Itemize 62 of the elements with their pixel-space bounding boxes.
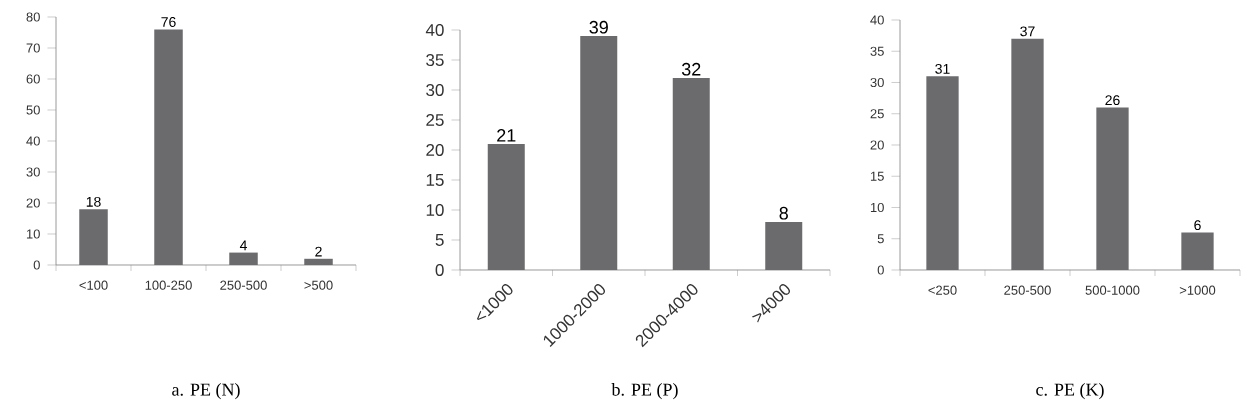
y-tick-label: 40 (26, 136, 40, 146)
data-label: 32 (681, 62, 701, 76)
y-tick-label: 40 (425, 23, 444, 37)
y-tick-label: 15 (426, 174, 444, 186)
bar (1096, 107, 1129, 270)
text: c. PE (K) (1036, 383, 1104, 400)
x-tick-label: <100 (79, 280, 108, 290)
y-tick-label: 10 (426, 203, 444, 216)
y-tick-label: 30 (426, 83, 444, 96)
y-tick-label: 0 (33, 260, 40, 270)
y-tick-label: 20 (426, 143, 444, 156)
bar (672, 77, 710, 270)
bar (1011, 38, 1044, 270)
data-label: 39 (589, 20, 608, 34)
y-tick-label: 20 (26, 198, 40, 208)
y-tick-label: 60 (26, 74, 40, 84)
data-label: 76 (161, 17, 176, 27)
bar (487, 144, 525, 270)
data-label: 31 (935, 63, 950, 74)
bar (1181, 232, 1214, 270)
y-tick-label: 10 (870, 202, 884, 213)
y-tick-label: 15 (870, 171, 884, 181)
text: a. PE (N) (172, 383, 240, 400)
y-tick-label: 0 (435, 263, 444, 276)
text: b. PE (P) (611, 383, 678, 400)
y-tick-label: 70 (26, 43, 40, 53)
y-tick-label: 35 (426, 53, 444, 67)
x-tick-label: 250-500 (1004, 285, 1051, 295)
y-tick-label: 5 (435, 234, 444, 246)
bar (926, 76, 959, 270)
data-label: 4 (239, 240, 247, 251)
data-label: 8 (779, 206, 788, 220)
y-tick-label: 5 (877, 234, 884, 244)
bar (580, 36, 618, 270)
x-tick-label: 500-1000 (1085, 285, 1140, 295)
bar (79, 209, 108, 265)
x-tick-label: >500 (304, 280, 333, 290)
y-tick-label: 10 (26, 229, 40, 239)
y-tick-label: 25 (870, 109, 884, 119)
y-tick-label: 35 (870, 46, 884, 56)
y-tick-label: 50 (26, 105, 40, 115)
y-tick-label: 80 (26, 12, 40, 22)
data-label: 6 (1194, 220, 1201, 231)
x-tick-label: 250-500 (220, 280, 267, 290)
bar (229, 252, 258, 265)
y-tick-label: 30 (870, 77, 884, 88)
y-tick-label: 30 (26, 167, 40, 177)
y-tick-label: 20 (870, 140, 884, 150)
bar (304, 258, 333, 265)
bar (765, 221, 803, 270)
bar (154, 29, 183, 265)
data-label: 37 (1020, 26, 1035, 37)
y-tick-label: 40 (870, 15, 884, 25)
data-label: 2 (315, 246, 322, 257)
data-label: 18 (86, 196, 101, 207)
y-tick-label: 25 (426, 113, 444, 126)
y-tick-label: 0 (877, 265, 884, 275)
x-tick-label: >1000 (1179, 285, 1216, 295)
data-label: 21 (497, 129, 516, 142)
data-label: 26 (1105, 95, 1120, 106)
x-tick-label: <250 (928, 285, 957, 295)
x-tick-label: 100-250 (145, 280, 192, 290)
